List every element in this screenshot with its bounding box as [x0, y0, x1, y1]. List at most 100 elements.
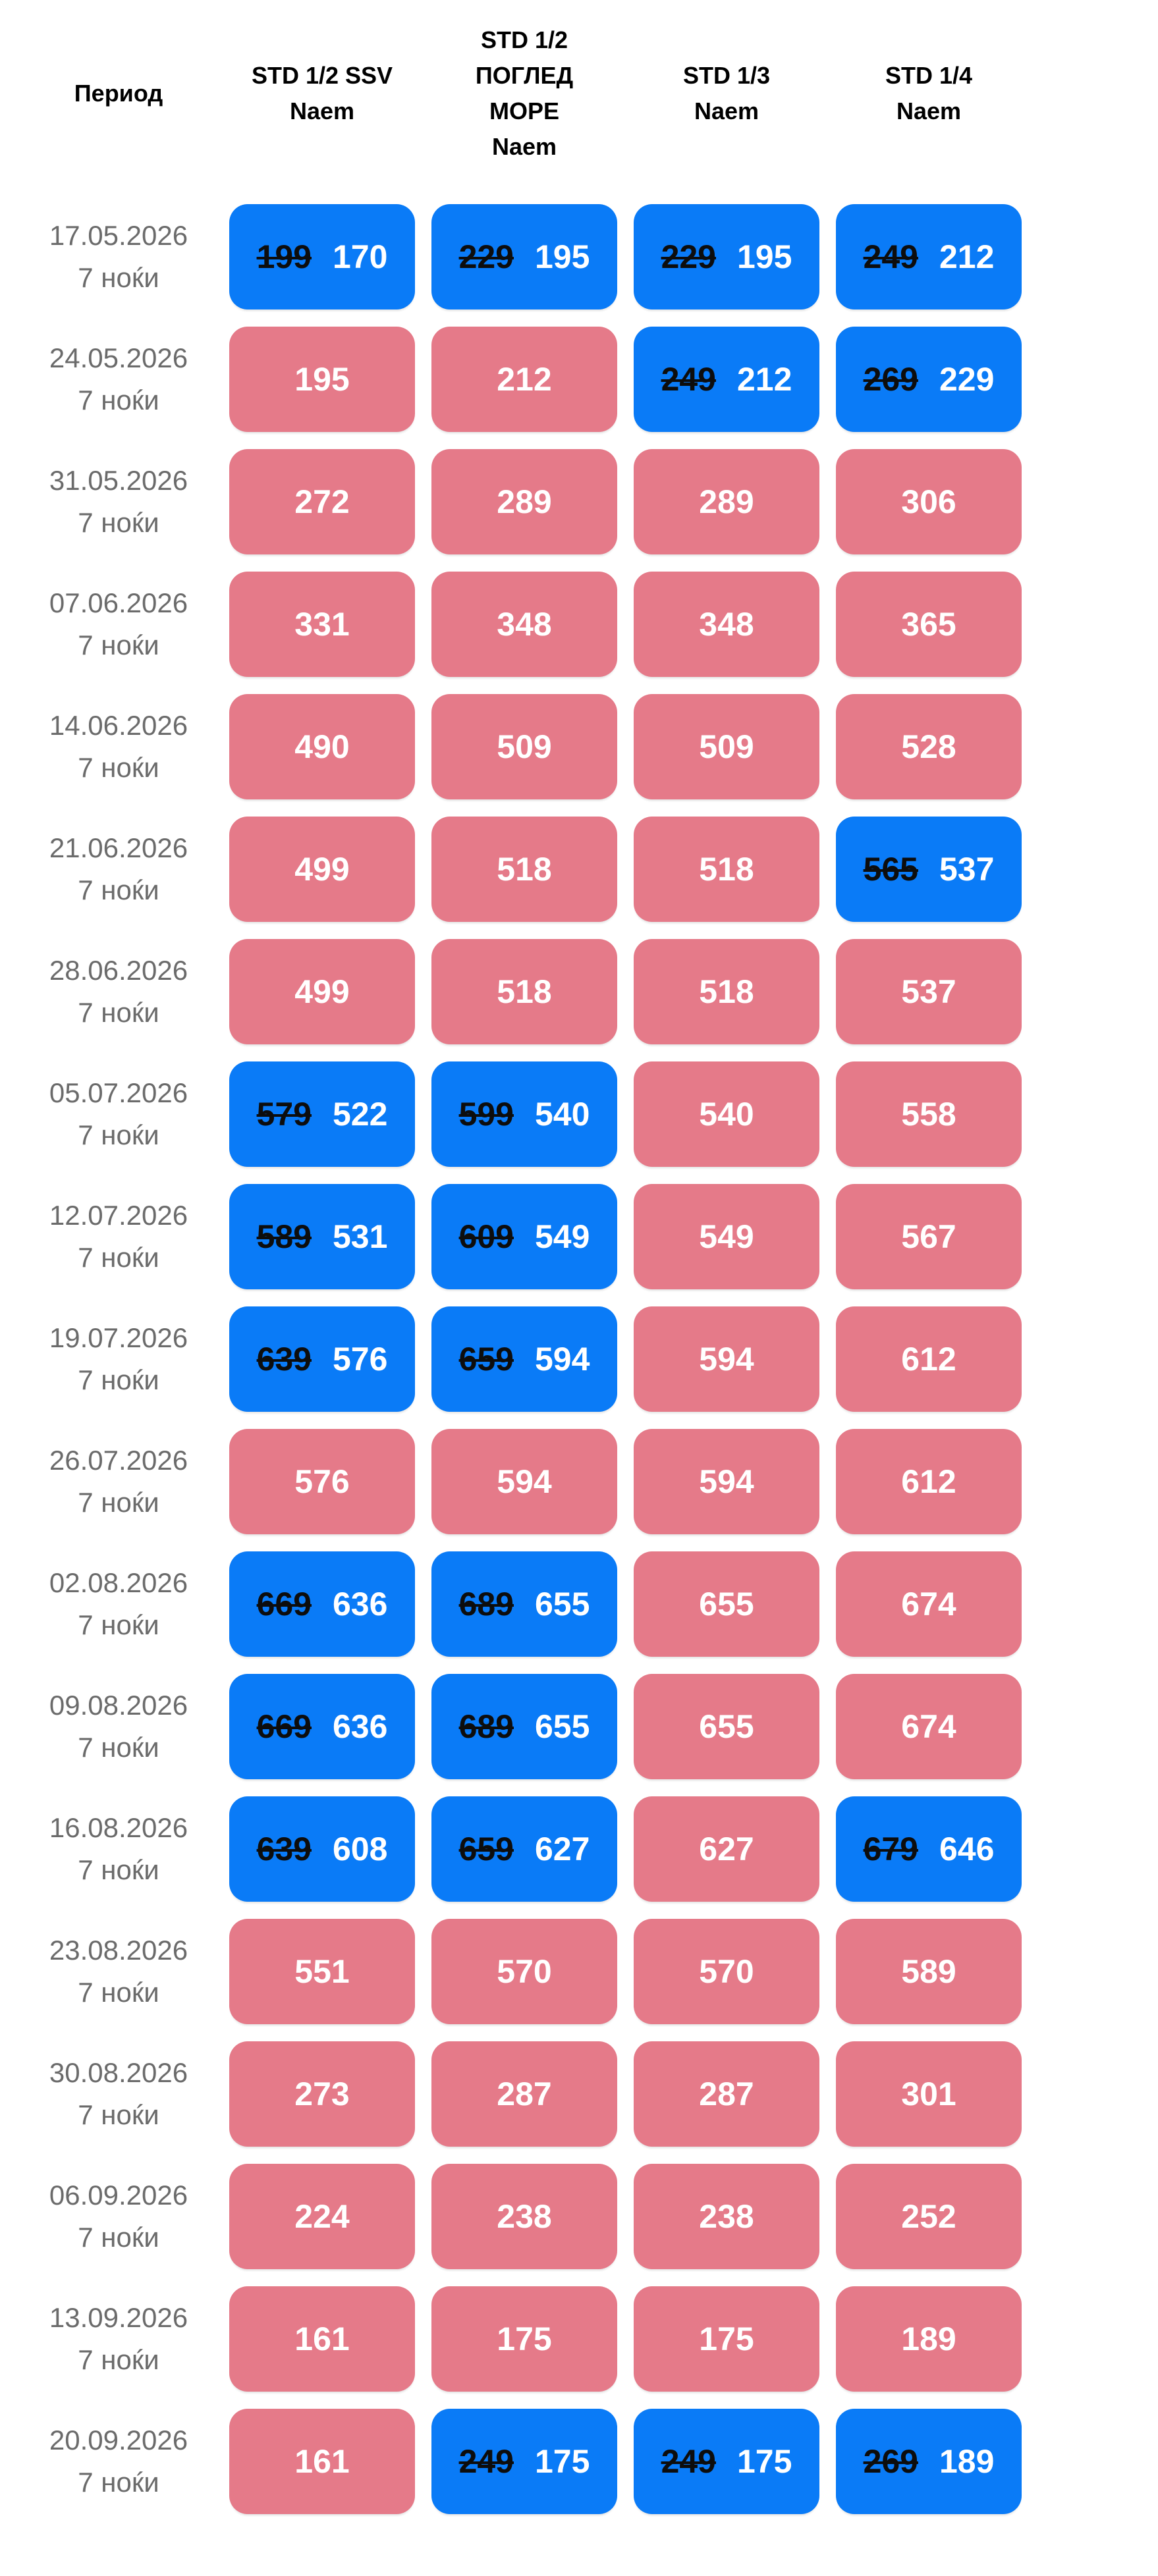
price-cell[interactable]: 627 — [634, 1796, 819, 1902]
price-cell[interactable]: 594 — [634, 1306, 819, 1412]
price-cell[interactable]: 655 — [634, 1551, 819, 1657]
price-cell[interactable]: 558 — [836, 1061, 1022, 1167]
price-cell[interactable]: 509 — [431, 694, 617, 799]
price-cell[interactable]: 674 — [836, 1551, 1022, 1657]
period-date: 16.08.2026 — [49, 1812, 188, 1843]
current-price: 636 — [333, 1708, 388, 1745]
price-cell[interactable]: 175 — [431, 2286, 617, 2392]
price-cell[interactable]: 348 — [634, 572, 819, 677]
price-cell[interactable]: 289 — [431, 449, 617, 554]
price-cell[interactable]: 518 — [431, 817, 617, 922]
period-date: 31.05.2026 — [49, 465, 188, 496]
price-cell[interactable]: 689 655 — [431, 1551, 617, 1657]
period-date: 23.08.2026 — [49, 1935, 188, 1966]
price-cell[interactable]: 249 212 — [836, 204, 1022, 309]
price-cell[interactable]: 549 — [634, 1184, 819, 1289]
price-cell[interactable]: 175 — [634, 2286, 819, 2392]
price-cell[interactable]: 189 — [836, 2286, 1022, 2392]
price-cell[interactable]: 639 608 — [229, 1796, 415, 1902]
price-cell[interactable]: 659 594 — [431, 1306, 617, 1412]
price-cell[interactable]: 499 — [229, 817, 415, 922]
price-cell[interactable]: 229 195 — [634, 204, 819, 309]
price-cell[interactable]: 689 655 — [431, 1674, 617, 1779]
current-price: 567 — [901, 1218, 956, 1255]
price-cell[interactable]: 306 — [836, 449, 1022, 554]
old-price: 579 — [256, 1096, 312, 1133]
price-cell[interactable]: 199 170 — [229, 204, 415, 309]
price-cell[interactable]: 612 — [836, 1306, 1022, 1412]
period-date: 30.08.2026 — [49, 2057, 188, 2088]
price-cell[interactable]: 551 — [229, 1919, 415, 2024]
price-cell[interactable]: 269 229 — [836, 327, 1022, 432]
period-nights: 7 ноќи — [78, 1854, 159, 1885]
price-cell[interactable]: 518 — [634, 817, 819, 922]
price-cell[interactable]: 229 195 — [431, 204, 617, 309]
price-cell[interactable]: 540 — [634, 1061, 819, 1167]
price-cell[interactable]: 565 537 — [836, 817, 1022, 922]
price-cell[interactable]: 594 — [634, 1429, 819, 1534]
price-cell[interactable]: 537 — [836, 939, 1022, 1044]
price-cell[interactable]: 589 531 — [229, 1184, 415, 1289]
price-cell[interactable]: 509 — [634, 694, 819, 799]
period-cell: 20.09.2026 7 ноќи — [24, 2409, 213, 2514]
price-cell[interactable]: 579 522 — [229, 1061, 415, 1167]
price-cell[interactable]: 499 — [229, 939, 415, 1044]
price-cell[interactable]: 490 — [229, 694, 415, 799]
price-cell[interactable]: 669 636 — [229, 1674, 415, 1779]
period-cell: 07.06.2026 7 ноќи — [24, 572, 213, 677]
price-cell[interactable]: 212 — [431, 327, 617, 432]
current-price: 252 — [901, 2198, 956, 2235]
price-cell[interactable]: 249 175 — [431, 2409, 617, 2514]
price-cell[interactable]: 576 — [229, 1429, 415, 1534]
price-cell[interactable]: 674 — [836, 1674, 1022, 1779]
current-price: 499 — [294, 851, 350, 888]
price-cell[interactable]: 609 549 — [431, 1184, 617, 1289]
price-cell[interactable]: 238 — [634, 2164, 819, 2269]
price-cell[interactable]: 195 — [229, 327, 415, 432]
period-nights: 7 ноќи — [78, 630, 159, 660]
price-cell[interactable]: 249 175 — [634, 2409, 819, 2514]
price-cell[interactable]: 287 — [431, 2041, 617, 2147]
price-cell[interactable]: 518 — [634, 939, 819, 1044]
price-cell[interactable]: 269 189 — [836, 2409, 1022, 2514]
price-cell[interactable]: 518 — [431, 939, 617, 1044]
price-cell[interactable]: 348 — [431, 572, 617, 677]
price-cell[interactable]: 612 — [836, 1429, 1022, 1534]
column-header-std13: STD 1/3 Naem — [682, 62, 771, 124]
price-cell[interactable]: 161 — [229, 2409, 415, 2514]
price-cell[interactable]: 301 — [836, 2041, 1022, 2147]
period-nights: 7 ноќи — [78, 1609, 159, 1640]
price-cell[interactable]: 669 636 — [229, 1551, 415, 1657]
price-cell[interactable]: 252 — [836, 2164, 1022, 2269]
price-cell[interactable]: 224 — [229, 2164, 415, 2269]
price-cell[interactable]: 365 — [836, 572, 1022, 677]
current-price: 655 — [699, 1708, 754, 1745]
price-cell[interactable]: 570 — [431, 1919, 617, 2024]
old-price: 565 — [863, 851, 918, 888]
current-price: 301 — [901, 2076, 956, 2112]
price-cell[interactable]: 161 — [229, 2286, 415, 2392]
period-cell: 31.05.2026 7 ноќи — [24, 449, 213, 554]
price-cell[interactable]: 567 — [836, 1184, 1022, 1289]
price-cell[interactable]: 238 — [431, 2164, 617, 2269]
old-price: 249 — [863, 238, 918, 275]
price-cell[interactable]: 589 — [836, 1919, 1022, 2024]
period-date: 24.05.2026 — [49, 342, 188, 373]
price-cell[interactable]: 570 — [634, 1919, 819, 2024]
current-price: 549 — [699, 1218, 754, 1255]
price-cell[interactable]: 272 — [229, 449, 415, 554]
price-cell[interactable]: 639 576 — [229, 1306, 415, 1412]
price-cell[interactable]: 287 — [634, 2041, 819, 2147]
price-cell[interactable]: 249 212 — [634, 327, 819, 432]
price-cell[interactable]: 594 — [431, 1429, 617, 1534]
price-cell[interactable]: 289 — [634, 449, 819, 554]
price-cell[interactable]: 655 — [634, 1674, 819, 1779]
price-cell[interactable]: 659 627 — [431, 1796, 617, 1902]
price-cell[interactable]: 331 — [229, 572, 415, 677]
period-date: 20.09.2026 — [49, 2425, 188, 2455]
current-price: 540 — [699, 1096, 754, 1133]
price-cell[interactable]: 679 646 — [836, 1796, 1022, 1902]
price-cell[interactable]: 273 — [229, 2041, 415, 2147]
price-cell[interactable]: 599 540 — [431, 1061, 617, 1167]
price-cell[interactable]: 528 — [836, 694, 1022, 799]
